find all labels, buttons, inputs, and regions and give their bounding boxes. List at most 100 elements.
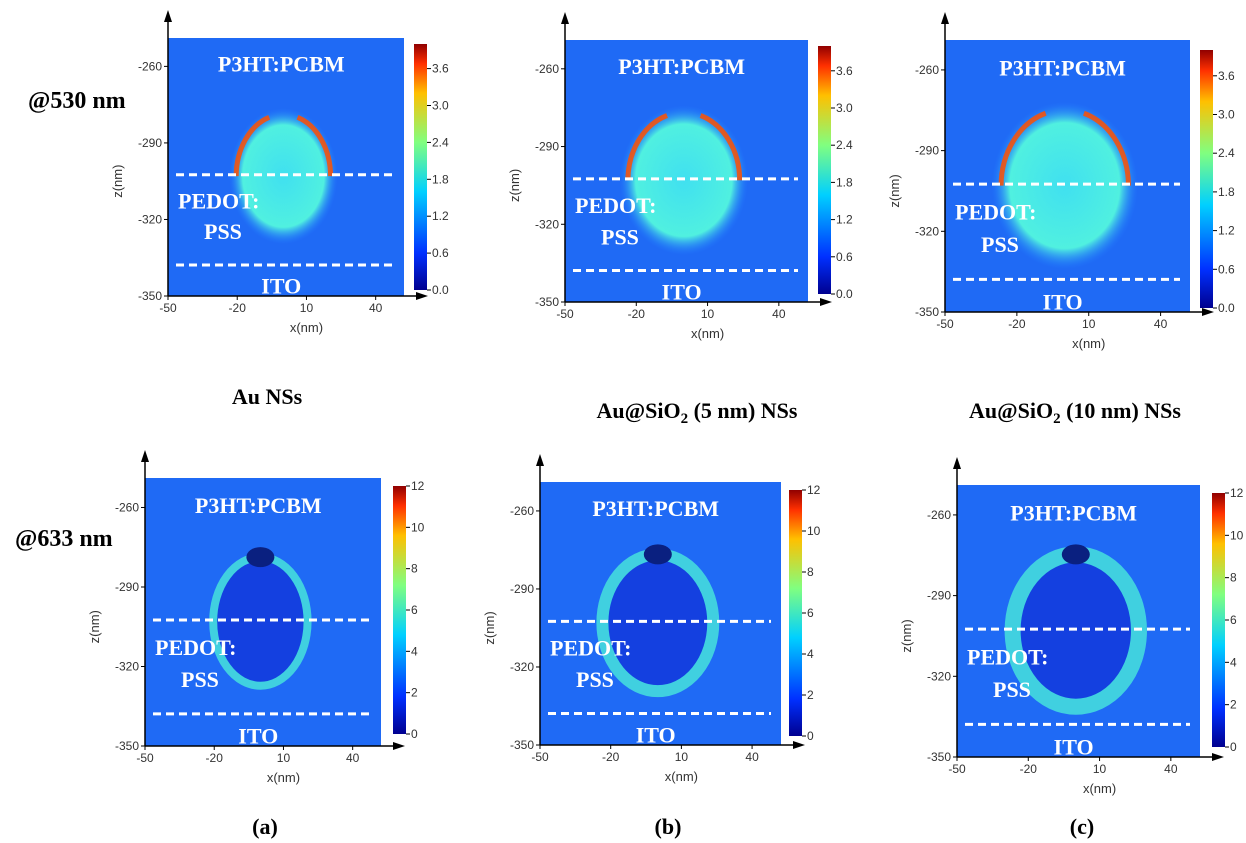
z-axis-title: z(nm) [110, 165, 125, 198]
colorbar-tick-label: 1.8 [432, 172, 449, 186]
x-tick-label: 10 [675, 750, 689, 764]
axis-arrow [941, 12, 949, 24]
colorbar-tick-label: 12 [1230, 486, 1244, 500]
x-tick-label: 10 [701, 307, 715, 321]
z-tick-label: -350 [138, 289, 162, 303]
z-tick-label: -320 [927, 669, 951, 683]
colorbar-tick-label: 6 [807, 606, 814, 620]
layer-label: ITO [1043, 289, 1083, 314]
axis-arrow [561, 12, 569, 24]
layer-label: ITO [238, 723, 278, 748]
z-tick-label: -260 [115, 500, 139, 514]
layer-label: PSS [576, 667, 614, 692]
colorbar [789, 490, 802, 736]
panel-letter: (b) [655, 814, 682, 839]
x-tick-label: -50 [136, 751, 154, 765]
colorbar-tick-label: 10 [411, 520, 425, 534]
axis-arrow [793, 741, 805, 749]
x-tick-label: 40 [369, 301, 383, 315]
colorbar-tick-label: 0.6 [432, 246, 449, 260]
colorbar-tick-label: 12 [411, 479, 425, 493]
x-tick-label: 40 [1154, 317, 1168, 331]
column-label: Au@SiO2 (10 nm) NSs [969, 398, 1181, 427]
colorbar-tick-label: 8 [1230, 571, 1237, 585]
colorbar-tick-label: 2.4 [836, 138, 853, 152]
colorbar-tick-label: 1.2 [836, 213, 853, 227]
colorbar-tick-label: 3.6 [432, 62, 449, 76]
colorbar-tick-label: 10 [1230, 528, 1244, 542]
x-axis-title: x(nm) [1083, 781, 1116, 796]
z-tick-label: -290 [138, 136, 162, 150]
colorbar-tick-label: 3.6 [1218, 69, 1235, 83]
z-tick-label: -290 [927, 589, 951, 603]
colorbar-tick-label: 1.2 [432, 209, 449, 223]
layer-label: PEDOT: [575, 193, 656, 218]
colorbar-tick-label: 8 [411, 562, 418, 576]
layer-label: P3HT:PCBM [618, 54, 745, 79]
colorbar-tick-label: 2 [1230, 698, 1237, 712]
z-tick-label: -350 [915, 305, 939, 319]
colorbar-tick-label: 2 [411, 686, 418, 700]
column-label-part: Au NSs [232, 384, 303, 409]
colorbar-tick-label: 6 [1230, 613, 1237, 627]
axis-arrow [416, 292, 428, 300]
axis-arrow [1212, 753, 1224, 761]
x-tick-label: -20 [229, 301, 247, 315]
axis-arrow [953, 457, 961, 469]
colorbar-tick-label: 3.0 [1218, 108, 1235, 122]
layer-label: PSS [981, 232, 1019, 257]
z-axis-title: z(nm) [87, 610, 102, 643]
column-label-part: (5 nm) NSs [688, 398, 798, 423]
row-label: @633 nm [15, 526, 113, 552]
layer-label: PEDOT: [955, 200, 1036, 225]
colorbar-tick-label: 4 [411, 644, 418, 658]
layer-label: P3HT:PCBM [218, 52, 345, 77]
x-tick-label: -20 [628, 307, 646, 321]
layer-label: PEDOT: [967, 645, 1048, 670]
z-tick-label: -350 [535, 295, 559, 309]
z-tick-label: -350 [927, 750, 951, 764]
layer-label: PSS [993, 677, 1031, 702]
colorbar-tick-label: 0.0 [836, 287, 853, 301]
axis-arrow [536, 454, 544, 466]
colorbar-tick-label: 0 [1230, 740, 1237, 754]
axis-arrow [393, 742, 405, 750]
colorbar [1212, 493, 1225, 747]
x-axis-title: x(nm) [665, 769, 698, 784]
field-shadow [643, 544, 672, 565]
panel-letter: (a) [252, 814, 278, 839]
layer-label: ITO [662, 279, 702, 304]
column-label-part: 2 [1053, 411, 1061, 427]
x-tick-label: 40 [745, 750, 759, 764]
colorbar-tick-label: 3.0 [432, 99, 449, 113]
colorbar-tick-label: 1.2 [1218, 224, 1235, 238]
z-tick-label: -320 [915, 224, 939, 238]
layer-label: PEDOT: [550, 636, 631, 661]
z-tick-label: -290 [510, 582, 534, 596]
x-tick-label: -20 [206, 751, 224, 765]
z-tick-label: -320 [510, 660, 534, 674]
x-tick-label: -50 [159, 301, 177, 315]
colorbar-tick-label: 0.6 [1218, 262, 1235, 276]
x-tick-label: -50 [948, 762, 966, 776]
layer-label: ITO [1054, 734, 1094, 759]
z-tick-label: -260 [927, 508, 951, 522]
z-axis-title: z(nm) [899, 619, 914, 652]
x-tick-label: -20 [1020, 762, 1038, 776]
colorbar-tick-label: 3.6 [836, 64, 853, 78]
colorbar [393, 486, 406, 734]
colorbar-tick-label: 6 [411, 603, 418, 617]
field-hotspot [625, 113, 668, 181]
x-tick-label: -20 [602, 750, 620, 764]
column-label-part: Au@SiO [969, 398, 1053, 423]
panel-letter: (c) [1070, 814, 1094, 839]
z-axis-title: z(nm) [507, 169, 522, 202]
field-shadow [246, 547, 275, 568]
field-hotspot [998, 110, 1047, 186]
colorbar [818, 46, 831, 294]
z-axis-title: z(nm) [482, 611, 497, 644]
z-tick-label: -320 [535, 217, 559, 231]
z-tick-label: -290 [535, 140, 559, 154]
z-tick-label: -260 [915, 63, 939, 77]
